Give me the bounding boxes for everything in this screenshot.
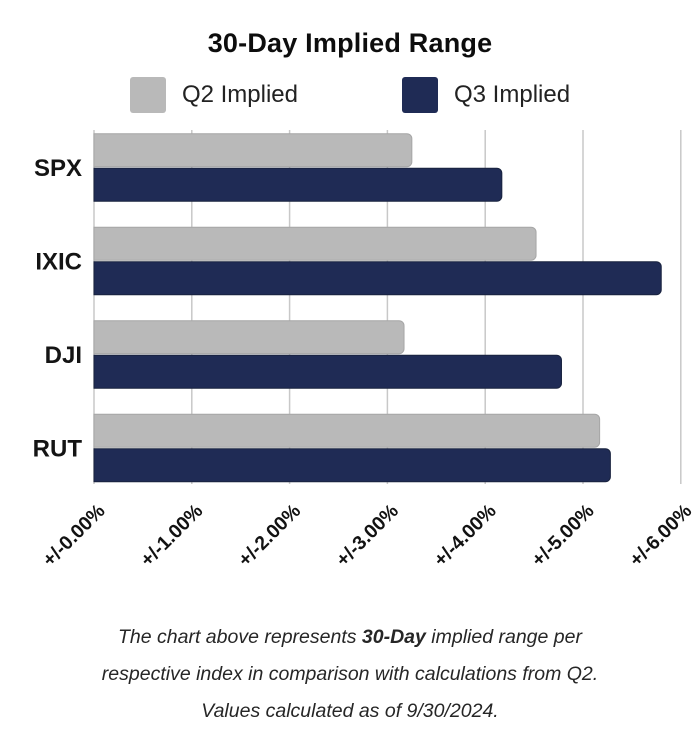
category-label-rut: RUT [33,435,83,462]
bar-spx-q3-implied [93,167,503,202]
footer-note: The chart above represents 30-Day implie… [0,619,700,730]
footer-text-segment: respective index in comparison with calc… [101,663,599,685]
bar-ixic-q3-implied [93,261,662,296]
x-tick-label-6pct: +/-6.00% [625,500,696,571]
category-label-spx: SPX [34,155,82,182]
chart-title: 30-Day Implied Range [207,28,493,58]
legend-item-q3-implied: Q3 Implied [402,77,570,113]
footer-text-segment: implied range per [425,626,582,648]
x-tick-label-5pct: +/-5.00% [527,500,598,571]
legend-item-q2-implied: Q2 Implied [129,77,298,113]
q2-implied-swatch-icon [129,77,166,113]
x-tick-label-0pct: +/-0.00% [38,500,109,571]
footer-line-3: Values calculated as of 9/30/2024. [0,693,700,730]
q3-implied-swatch-icon [402,77,438,113]
bar-rut-q2-implied [93,413,601,448]
x-tick-label-2pct: +/-2.00% [234,500,305,571]
footer-text-segment: Values calculated as of 9/30/2024. [201,700,499,722]
bar-chart: SPX IXIC DJI RUT +/-0.00% +/-1.00% +/-2.00% +/-… [0,122,700,617]
bar-rut-q3-implied [93,448,611,483]
bar-ixic-q2-implied [93,226,537,261]
category-label-ixic: IXIC [35,248,82,275]
footer-line-1: The chart above represents 30-Day implie… [0,619,700,656]
bar-dji-q3-implied [93,354,562,389]
chart-legend: Q2 Implied Q3 Implied [0,76,700,114]
bar-chart-svg: SPX IXIC DJI RUT +/-0.00% +/-1.00% +/-2.00% +/-… [33,130,696,571]
footer-line-2: respective index in comparison with calc… [0,656,700,693]
x-tick-label-4pct: +/-4.00% [430,500,501,571]
category-label-dji: DJI [45,342,82,369]
footer-text-segment: 30-Day [361,626,426,648]
bar-dji-q2-implied [93,320,405,355]
bar-spx-q2-implied [93,133,413,168]
footer-text-segment: The chart above represents [118,626,362,648]
x-tick-label-1pct: +/-1.00% [136,500,207,571]
legend-label-q3-implied: Q3 Implied [454,81,571,108]
legend-label-q2-implied: Q2 Implied [181,81,298,108]
x-tick-label-3pct: +/-3.00% [332,500,403,571]
